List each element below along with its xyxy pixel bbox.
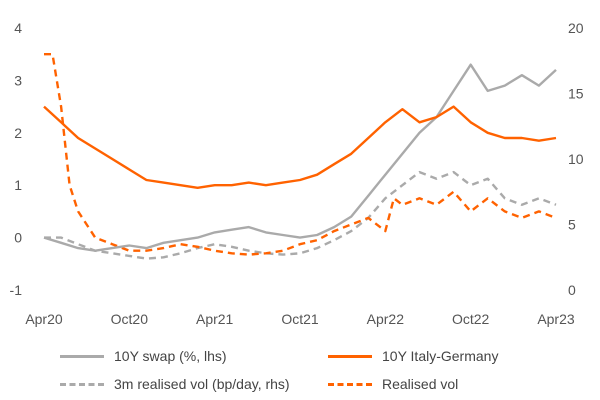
x-tick-label: Oct20 — [111, 311, 149, 327]
series-line-3m-realised-vol-bp-day-rhs — [44, 170, 557, 260]
x-axis-ticks: Apr20 Oct20 Apr21 Oct21 Apr22 Oct22 Apr23 — [25, 311, 575, 327]
legend-label: 10Y swap (%, lhs) — [114, 348, 227, 364]
legend-swatch-dashed-gray — [60, 382, 104, 386]
legend-item-italy-germany: 10Y Italy-Germany — [328, 348, 498, 364]
x-tick-label: Apr21 — [196, 311, 234, 327]
legend-item-realised-vol: Realised vol — [328, 376, 458, 392]
legend-label: Realised vol — [382, 376, 459, 392]
legend-label: 3m realised vol (bp/day, rhs) — [114, 376, 290, 392]
right-tick-label: 0 — [568, 282, 576, 298]
right-tick-label: 15 — [568, 86, 584, 102]
left-tick-label: 0 — [14, 230, 22, 246]
right-tick-label: 10 — [568, 151, 584, 167]
series-layer — [43, 53, 557, 260]
legend-swatch-solid-gray — [60, 354, 104, 358]
legend-swatch-solid-orange — [328, 354, 372, 358]
right-tick-label: 20 — [568, 20, 584, 36]
x-tick-label: Apr23 — [537, 311, 575, 327]
left-tick-label: 3 — [14, 72, 22, 88]
legend-item-3m-realised-vol: 3m realised vol (bp/day, rhs) — [60, 376, 290, 392]
x-tick-label: Apr22 — [367, 311, 405, 327]
series-line-10y-swap-lhs — [43, 63, 557, 252]
legend: 10Y swap (%, lhs) 10Y Italy-Germany 3m r… — [0, 338, 600, 398]
series-line-10y-italy-germany — [43, 105, 557, 190]
left-tick-label: 2 — [14, 125, 22, 141]
legend-label: 10Y Italy-Germany — [382, 348, 499, 364]
right-axis-ticks: 0 5 10 15 20 — [568, 20, 584, 298]
right-tick-label: 5 — [568, 217, 576, 233]
series-line-realised-vol — [44, 53, 557, 256]
legend-item-10y-swap: 10Y swap (%, lhs) — [60, 348, 227, 364]
left-tick-label: 1 — [14, 177, 22, 193]
left-axis-ticks: -1 0 1 2 3 4 — [10, 20, 23, 298]
x-tick-label: Oct22 — [452, 311, 490, 327]
x-tick-label: Apr20 — [25, 311, 63, 327]
left-tick-label: 4 — [14, 20, 22, 36]
legend-swatch-dashed-orange — [328, 382, 372, 386]
x-tick-label: Oct21 — [281, 311, 319, 327]
left-tick-label: -1 — [10, 282, 23, 298]
